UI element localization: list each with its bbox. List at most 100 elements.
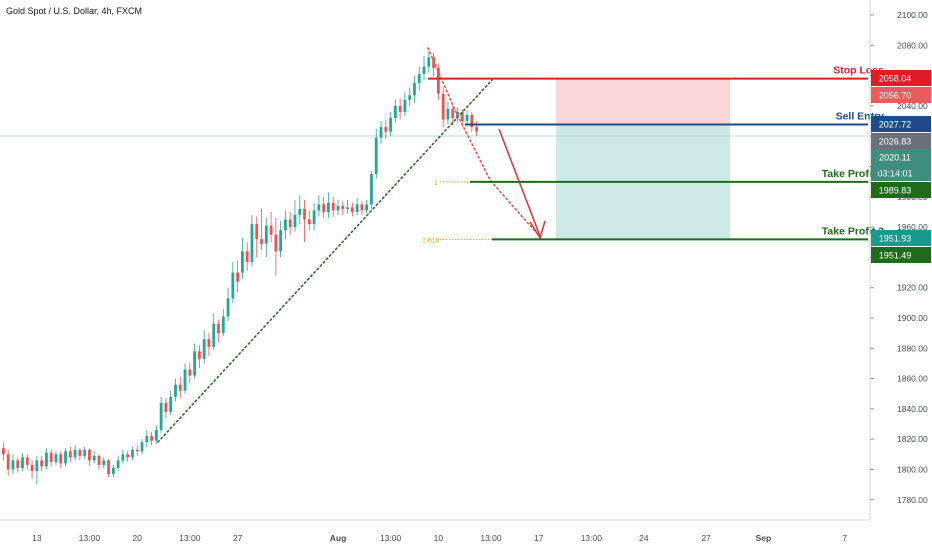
candle-body bbox=[92, 455, 96, 461]
candle-body bbox=[83, 449, 87, 456]
candle-body bbox=[250, 224, 254, 262]
candle-body bbox=[197, 351, 201, 359]
time-tick-label: 13:00 bbox=[581, 533, 603, 543]
candle-body bbox=[269, 225, 273, 235]
candle-body bbox=[25, 457, 29, 465]
take-profit-2-sub-tag: 1951.49 bbox=[879, 251, 912, 261]
candle-body bbox=[154, 430, 158, 441]
stop-loss-sub-tag-bg bbox=[871, 87, 931, 103]
candle-body bbox=[135, 449, 139, 452]
candle-body bbox=[264, 225, 268, 244]
candle-body bbox=[102, 460, 106, 465]
candle-body bbox=[360, 204, 364, 211]
candle-body bbox=[131, 449, 134, 458]
candle-body bbox=[303, 208, 306, 220]
sell-entry-sub-tag-bg bbox=[871, 133, 931, 149]
candle-body bbox=[336, 205, 340, 211]
price-tick-label: 1860.00 bbox=[897, 374, 928, 384]
bar-countdown-tag-bg bbox=[871, 165, 931, 181]
candle-body bbox=[255, 224, 259, 240]
time-tick-label: 27 bbox=[701, 533, 711, 543]
candle-body bbox=[121, 454, 125, 461]
candle-body bbox=[145, 436, 149, 443]
candle-body bbox=[307, 219, 311, 225]
candle-body bbox=[150, 436, 153, 441]
fib-level-1-label: 1 bbox=[434, 180, 438, 187]
stop-loss-price-tag-bg bbox=[871, 70, 931, 86]
candle-body bbox=[413, 83, 416, 96]
last-price-tag: 2020.11 bbox=[879, 153, 911, 163]
bar-countdown-tag: 03:14:01 bbox=[877, 169, 912, 179]
candle-body bbox=[322, 204, 326, 212]
candle-body bbox=[355, 204, 359, 212]
stop-loss-price-tag: 2058.04 bbox=[879, 74, 912, 84]
candle-body bbox=[126, 454, 130, 458]
candle-body bbox=[2, 448, 5, 455]
candle-body bbox=[389, 118, 392, 132]
candle-body bbox=[221, 316, 225, 334]
candle-body bbox=[398, 105, 402, 112]
candle-body bbox=[68, 451, 72, 458]
candle-body bbox=[432, 57, 435, 69]
take-profit-2-price-tag-bg bbox=[871, 230, 931, 246]
sell-entry-price-tag-bg bbox=[871, 116, 931, 132]
candle-body bbox=[298, 208, 302, 215]
price-tick-label: 2040.00 bbox=[897, 101, 928, 111]
time-tick-label: 13:00 bbox=[380, 533, 402, 543]
candle-body bbox=[6, 454, 10, 470]
candle-body bbox=[379, 127, 383, 138]
candle-body bbox=[327, 202, 330, 212]
candle-body bbox=[140, 442, 144, 452]
candle-body bbox=[312, 210, 316, 225]
candle-body bbox=[475, 127, 479, 132]
take-profit-1-label: Take Profit 1 bbox=[822, 168, 884, 180]
candle-body bbox=[427, 57, 431, 67]
fib-level-1618-label: 1.618 bbox=[422, 237, 440, 244]
position-zones bbox=[556, 78, 730, 240]
candle-body bbox=[384, 127, 388, 132]
candle-body bbox=[370, 174, 373, 205]
candle-body bbox=[88, 449, 91, 461]
projection-arrow-head bbox=[529, 220, 546, 240]
candle-body bbox=[35, 460, 39, 472]
candle-body bbox=[288, 219, 292, 228]
price-tick-label: 2100.00 bbox=[897, 10, 928, 20]
time-tick-label: 20 bbox=[133, 533, 143, 543]
candle-body bbox=[408, 95, 412, 100]
time-tick-label: 13:00 bbox=[480, 533, 502, 543]
time-tick-label: 13:00 bbox=[79, 533, 101, 543]
candle-body bbox=[107, 460, 110, 475]
take-profit-1-price-tag-bg bbox=[871, 182, 931, 198]
candle-body bbox=[64, 451, 67, 464]
time-tick-label: Aug bbox=[330, 533, 347, 543]
time-tick-label: 10 bbox=[434, 533, 444, 543]
time-tick-label: 17 bbox=[534, 533, 544, 543]
candle-body bbox=[78, 449, 82, 456]
candle-body bbox=[16, 460, 20, 468]
candle-body bbox=[183, 369, 187, 391]
price-tick-label: 1880.00 bbox=[897, 343, 928, 353]
time-tick-label: 27 bbox=[233, 533, 243, 543]
candle-body bbox=[341, 205, 345, 209]
take-profit-2-label: Take Profit 2 bbox=[822, 225, 884, 237]
time-tick-label: 13:00 bbox=[179, 533, 201, 543]
take-profit-2-price-tag: 1951.93 bbox=[879, 234, 912, 244]
candle-body bbox=[374, 137, 378, 175]
sell-entry-sub-tag: 2026.83 bbox=[879, 137, 912, 147]
candles bbox=[2, 51, 479, 485]
candle-body bbox=[226, 298, 230, 317]
price-tick-label: 1840.00 bbox=[897, 404, 928, 414]
candle-body bbox=[236, 272, 240, 282]
candle-body bbox=[284, 219, 287, 231]
take-profit-1-price-tag: 1989.83 bbox=[879, 186, 912, 196]
price-tick-label: 1960.00 bbox=[897, 222, 928, 232]
candle-body bbox=[207, 339, 211, 347]
take-profit-2-sub-tag-bg bbox=[871, 247, 931, 263]
candle-body bbox=[11, 460, 15, 470]
time-axis: 13 13:00 20 13:00 27 Aug 13:00 10 13:00 17 13:00 24… bbox=[0, 519, 870, 543]
candle-body bbox=[231, 272, 235, 299]
